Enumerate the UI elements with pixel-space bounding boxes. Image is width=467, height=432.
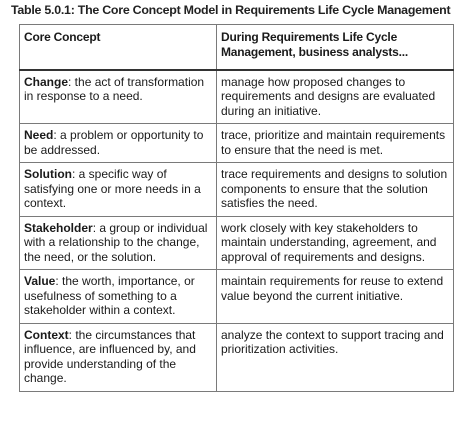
concept-cell: Need: a problem or opportunity to be add…	[19, 123, 217, 163]
table-row: Solution: a specific way of satisfying o…	[19, 162, 454, 217]
header-core-concept: Core Concept	[19, 24, 217, 71]
concept-cell: Solution: a specific way of satisfying o…	[19, 162, 217, 217]
concept-cell: Change: the act of transformation in res…	[19, 68, 217, 124]
table-row: Change: the act of transformation in res…	[19, 68, 454, 124]
header-during-rlcm: During Requirements Life Cycle Managemen…	[216, 24, 454, 71]
core-concept-table: Core Concept During Requirements Life Cy…	[19, 24, 454, 392]
concept-cell: Context: the circumstances that influenc…	[19, 322, 217, 392]
table-row: Stakeholder: a group or individual with …	[19, 215, 454, 270]
activity-cell: trace requirements and designs to soluti…	[216, 162, 454, 217]
table-header-row: Core Concept During Requirements Life Cy…	[19, 24, 454, 71]
concept-cell: Stakeholder: a group or individual with …	[19, 215, 217, 270]
activity-cell: analyze the context to support tracing a…	[216, 322, 454, 392]
concept-term: Context	[24, 327, 69, 342]
concept-definition: : the act of transformation in response …	[24, 74, 205, 104]
concept-definition: : a problem or opportunity to be address…	[24, 128, 204, 157]
activity-cell: manage how proposed changes to requireme…	[216, 68, 454, 124]
concept-definition: : a specific way of satisfying one or mo…	[24, 167, 201, 210]
concept-cell: Value: the worth, importance, or usefuln…	[19, 269, 217, 324]
activity-cell: trace, prioritize and maintain requireme…	[216, 123, 454, 163]
concept-term: Stakeholder	[24, 220, 93, 235]
table-caption: Table 5.0.1: The Core Concept Model in R…	[11, 3, 451, 17]
table-row: Need: a problem or opportunity to be add…	[19, 123, 454, 163]
concept-term: Change	[24, 74, 69, 89]
concept-definition: : a group or individual with a relations…	[24, 220, 208, 264]
concept-definition: : the worth, importance, or usefulness o…	[24, 274, 195, 317]
concept-term: Solution	[24, 167, 72, 181]
concept-definition: : the circumstances that influence, are …	[24, 327, 196, 386]
table-row: Value: the worth, importance, or usefuln…	[19, 269, 454, 324]
activity-cell: maintain requirements for reuse to exten…	[216, 269, 454, 324]
activity-cell: work closely with key stakeholders to ma…	[216, 215, 454, 270]
concept-term: Need	[24, 128, 54, 142]
concept-term: Value	[24, 274, 56, 288]
table-row: Context: the circumstances that influenc…	[19, 322, 454, 392]
